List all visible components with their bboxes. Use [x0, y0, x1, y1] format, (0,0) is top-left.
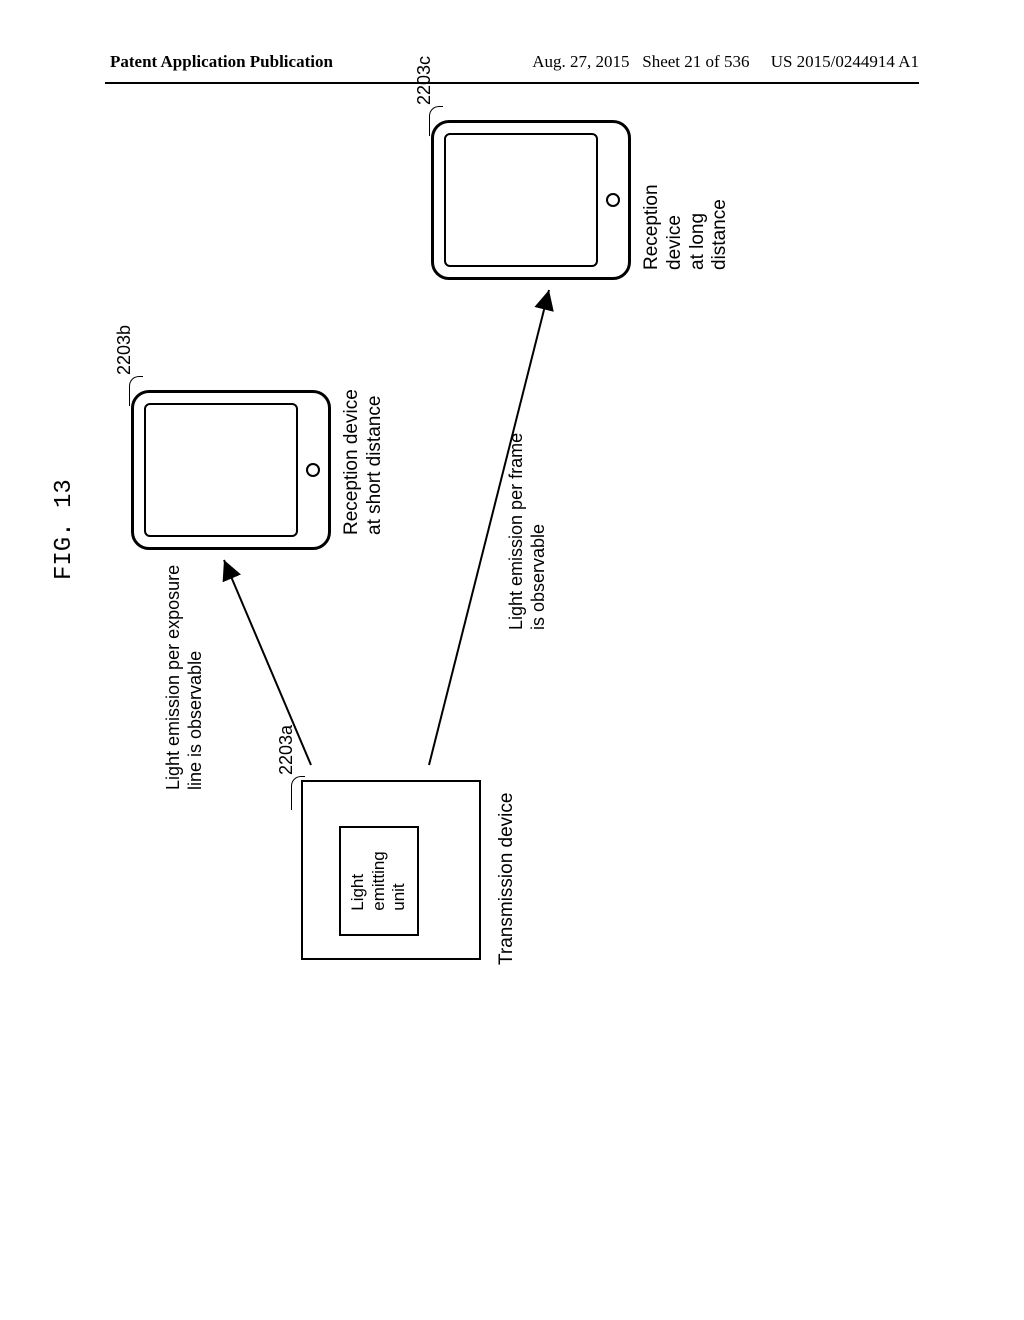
ref-leader-2203a	[291, 776, 305, 810]
header-left: Patent Application Publication	[110, 52, 333, 72]
home-button-icon	[306, 463, 320, 477]
ref-2203c: 2203c	[414, 56, 435, 105]
arrow-short	[216, 550, 316, 770]
header-right: Aug. 27, 2015 Sheet 21 of 536 US 2015/02…	[532, 52, 919, 72]
arrow-short-text: Light emission per exposure line is obse…	[163, 565, 206, 790]
header-pubnum: US 2015/0244914 A1	[771, 52, 919, 71]
reception-long-label: Reception device at long distance	[641, 184, 732, 270]
reception-device-long	[431, 120, 631, 280]
header-sheet: Sheet 21 of 536	[642, 52, 749, 71]
page-header: Patent Application Publication Aug. 27, …	[0, 52, 1024, 72]
reception-short-label: Reception device at short distance	[341, 389, 387, 535]
ref-leader-2203c	[429, 106, 443, 136]
device-screen	[444, 133, 598, 267]
figure-title: FIG. 13	[51, 479, 78, 580]
arrow-long-text: Light emission per frame is observable	[506, 433, 549, 630]
ref-leader-2203b	[129, 376, 143, 406]
header-date: Aug. 27, 2015	[532, 52, 629, 71]
header-divider	[105, 82, 919, 84]
light-emitting-unit-box: Light emitting unit	[339, 826, 419, 936]
reception-device-short	[131, 390, 331, 550]
figure-13: FIG. 13 Light emitting unit 2203a Transm…	[31, 280, 1001, 1020]
light-emitting-unit-label: Light emitting unit	[348, 851, 409, 911]
transmission-device-box: Light emitting unit	[301, 780, 481, 960]
home-button-icon	[606, 193, 620, 207]
transmission-device-label: Transmission device	[496, 793, 518, 965]
device-screen	[144, 403, 298, 537]
ref-2203b: 2203b	[114, 325, 135, 375]
